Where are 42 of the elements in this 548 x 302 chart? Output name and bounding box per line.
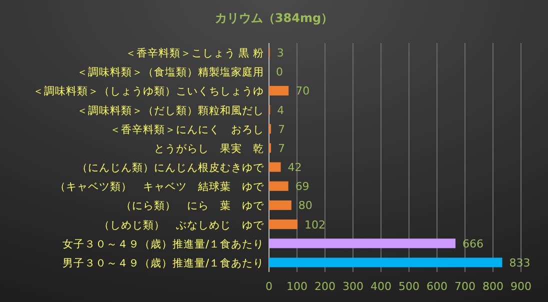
y-tick-label: とうがらし 果実 乾: [154, 142, 264, 155]
x-tick-label: 700: [454, 280, 476, 293]
bar: [269, 162, 281, 172]
data-label: 666: [462, 237, 484, 250]
x-tick-label: 500: [398, 280, 420, 293]
bar: [269, 258, 502, 268]
x-tick-label: 200: [314, 280, 336, 293]
y-tick-label: （にら類） にら 葉 ゆで: [121, 199, 265, 212]
y-tick-label: ＜調味料類＞（しょうゆ類）こいくちしょうゆ: [33, 84, 264, 98]
bar: [269, 220, 298, 230]
y-tick-label: ＜調味料類＞（食塩類）精製塩家庭用: [77, 66, 264, 79]
x-tick-label: 600: [426, 280, 448, 293]
y-tick-label: ＜香辛料類＞にんにく おろし: [110, 122, 264, 136]
x-tick-label: 300: [342, 280, 364, 293]
x-tick-label: 800: [482, 280, 504, 293]
data-label: 102: [304, 218, 326, 232]
x-tick-label: 100: [286, 280, 308, 293]
y-tick-label: （キャベツ類） キャベツ 結球葉 ゆで: [55, 180, 265, 194]
data-label: 69: [295, 180, 310, 194]
y-tick-label: ＜香辛料類＞こしょう 黒 粉: [125, 46, 264, 60]
bar: [269, 181, 288, 191]
y-tick-label: （にんじん類）にんじん根皮むきゆで: [77, 161, 265, 174]
x-tick-label: 400: [370, 280, 392, 293]
y-tick-label: 女子３０～４９（歳）推進量/１食あたり: [62, 237, 264, 250]
chart-title: カリウム（384mg）: [214, 11, 334, 25]
data-label: 7: [278, 142, 285, 155]
x-tick-label: 0: [266, 280, 272, 293]
data-label: 42: [288, 161, 302, 174]
bar: [269, 200, 292, 210]
y-tick-label: 男子３０～４９（歳）推進量/１食あたり: [62, 256, 264, 270]
data-label: 70: [296, 84, 310, 98]
bar: [269, 238, 456, 248]
bar: [269, 86, 289, 96]
data-label: 80: [298, 199, 312, 212]
data-label: 833: [509, 256, 530, 270]
data-label: 4: [277, 104, 284, 117]
y-tick-label: ＜調味料類＞（だし類）顆粒和風だし: [77, 104, 264, 117]
y-tick-label: （しめじ類） ぶなしめじ ゆで: [99, 219, 265, 232]
data-label: 0: [276, 66, 283, 79]
data-label: 3: [276, 46, 284, 60]
x-tick-label: 900: [510, 280, 532, 293]
data-label: 7: [278, 122, 285, 136]
